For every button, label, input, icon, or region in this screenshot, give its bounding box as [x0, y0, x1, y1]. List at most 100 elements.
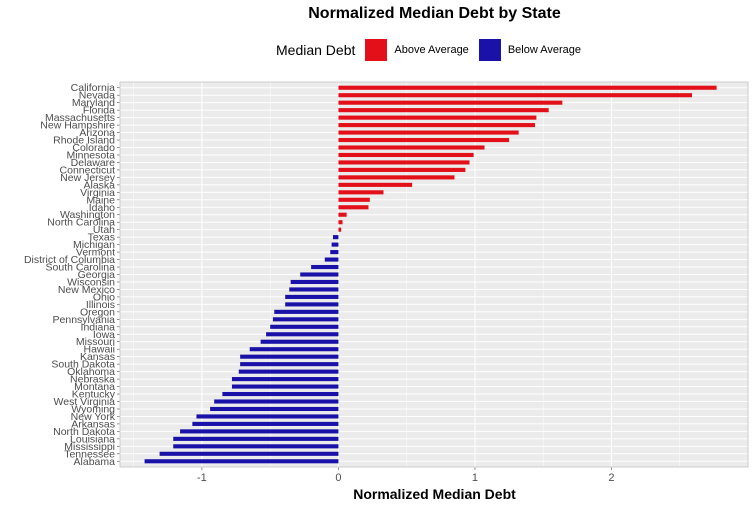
legend-label-above-average: Above Average	[394, 44, 469, 56]
bar-montana	[231, 384, 339, 389]
y-tick-label: Texas	[88, 232, 115, 244]
bar-maryland	[338, 100, 563, 105]
y-tick-label: New Jersey	[60, 172, 116, 184]
bar-florida	[338, 108, 549, 113]
y-tick-label: Delaware	[71, 157, 116, 169]
y-tick-label: Florida	[83, 105, 115, 117]
bar-michigan	[331, 242, 339, 247]
y-tick-label: California	[71, 82, 116, 94]
bar-missouri	[260, 339, 339, 344]
y-tick-label: South Carolina	[46, 262, 116, 274]
bar-texas	[332, 235, 339, 240]
y-tick-label: Michigan	[73, 239, 115, 251]
bar-mississippi	[173, 444, 339, 449]
bar-tennessee	[159, 451, 339, 456]
bar-hawaii	[249, 347, 339, 352]
y-tick-label: Rhode Island	[53, 135, 115, 147]
y-tick-label: Minnesota	[67, 149, 116, 161]
bar-wyoming	[210, 406, 339, 412]
y-tick-label: Idaho	[89, 202, 115, 214]
y-tick-label: Hawaii	[83, 344, 115, 356]
x-tick-label: 1	[472, 472, 478, 484]
x-axis-label: Normalized Median Debt	[353, 486, 516, 502]
legend-key-above-average	[365, 39, 388, 61]
y-tick-label: Iowa	[93, 329, 115, 341]
legend-key-below-average	[478, 39, 501, 61]
bar-utah	[338, 227, 342, 232]
bar-new-hampshire	[338, 123, 536, 128]
plot-border	[119, 81, 749, 468]
y-tick-label: Wisconsin	[67, 276, 115, 288]
y-tick-label: New Mexico	[58, 284, 115, 296]
legend-label-below-average: Below Average	[507, 44, 581, 56]
bar-rhode-island	[338, 137, 510, 143]
bar-new-york	[196, 414, 339, 419]
y-tick-label: Illinois	[86, 299, 115, 311]
x-tick-label: 2	[608, 472, 614, 484]
y-tick-label: North Carolina	[47, 217, 115, 229]
bar-colorado	[338, 145, 485, 150]
bar-massachusetts	[338, 115, 537, 120]
legend-title: Median Debt	[276, 42, 356, 58]
y-tick-label: Alaska	[83, 179, 115, 191]
y-tick-label: Virginia	[80, 187, 115, 199]
y-tick-label: North Dakota	[53, 426, 115, 438]
bar-kentucky	[222, 391, 339, 397]
bar-arizona	[338, 130, 519, 135]
y-tick-label: Kentucky	[72, 389, 116, 401]
bar-california	[338, 85, 717, 90]
y-tick-label: Colorado	[72, 142, 115, 154]
y-tick-label: Georgia	[78, 269, 116, 281]
bar-connecticut	[338, 167, 466, 172]
chart-title: Normalized Median Debt by State	[308, 5, 561, 22]
y-tick-label: Nevada	[79, 90, 115, 102]
y-tick-label: Oklahoma	[67, 366, 115, 378]
y-tick-label: Connecticut	[60, 164, 116, 176]
y-tick-label: Vermont	[76, 247, 115, 259]
y-tick-label: New Hampshire	[40, 120, 115, 132]
bar-oklahoma	[238, 369, 339, 374]
y-tick-label: Ohio	[93, 291, 115, 303]
y-tick-label: Arkansas	[71, 418, 115, 430]
bar-louisiana	[173, 436, 339, 441]
y-tick-label: Oregon	[80, 306, 115, 318]
bar-georgia	[300, 272, 339, 277]
y-tick-label: Utah	[93, 224, 115, 236]
bar-new-jersey	[338, 175, 455, 180]
bar-iowa	[266, 332, 339, 337]
bar-ohio	[285, 294, 339, 299]
bar-wisconsin	[290, 279, 339, 285]
y-tick-label: Missouri	[76, 336, 115, 348]
bar-north-dakota	[180, 429, 339, 434]
y-tick-label: Maryland	[72, 97, 115, 109]
y-tick-label: Pennsylvania	[53, 314, 116, 326]
y-tick-label: Alabama	[74, 456, 116, 468]
bar-kansas	[240, 354, 339, 359]
y-tick-label: Massachusetts	[45, 112, 115, 124]
bar-district-of-columbia	[324, 257, 339, 262]
y-tick-label: Louisiana	[70, 433, 115, 445]
bar-illinois	[285, 302, 339, 307]
bar-arkansas	[192, 421, 339, 426]
y-tick-label: Arizona	[79, 127, 115, 139]
bar-minnesota	[338, 152, 474, 158]
bar-west-virginia	[214, 399, 339, 404]
y-tick-label: Mississippi	[64, 441, 115, 453]
y-tick-label: Indiana	[81, 321, 116, 333]
y-tick-label: New York	[71, 411, 116, 423]
y-tick-label: Wyoming	[71, 403, 115, 415]
bar-indiana	[270, 324, 339, 329]
y-tick-label: Montana	[74, 381, 115, 393]
y-tick-label: Tennessee	[64, 448, 115, 460]
bar-idaho	[338, 205, 369, 210]
bar-oregon	[274, 309, 339, 314]
bar-washington	[338, 212, 347, 217]
bar-alaska	[338, 182, 413, 187]
bar-vermont	[330, 250, 339, 255]
y-tick-label: Maine	[86, 194, 115, 206]
bar-new-mexico	[289, 287, 339, 292]
legend: Median Debt Above Average Below Average	[276, 38, 591, 62]
bar-nevada	[338, 93, 693, 98]
y-tick-label: South Dakota	[51, 359, 115, 371]
bar-pennsylvania	[272, 317, 339, 322]
